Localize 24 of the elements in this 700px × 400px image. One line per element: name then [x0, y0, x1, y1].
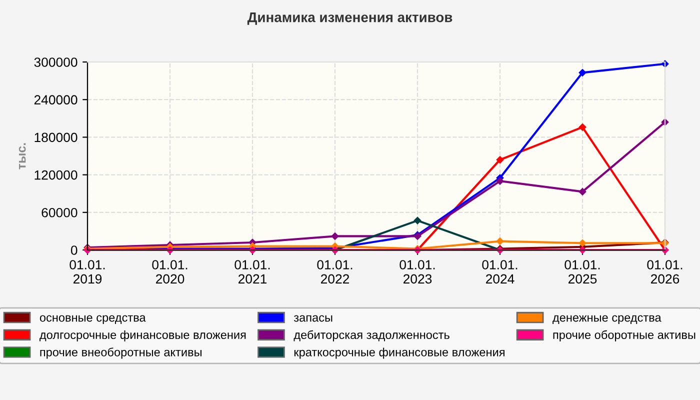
x-tick-label: 01.01. 2020 [152, 260, 188, 284]
legend-label: денежные средства [552, 315, 662, 324]
chart-title: Динамика изменения активов [247, 12, 452, 25]
legend-label: долгосрочные финансовые вложения [40, 330, 246, 342]
x-tick-label: 01.01. 2026 [647, 260, 682, 284]
legend-label: запасы [294, 315, 332, 322]
y-axis-title: тыс. [18, 143, 26, 170]
legend-label: основные средства [40, 315, 146, 324]
x-tick-label: 01.01. 2021 [234, 260, 270, 284]
y-tick-label: 0 [70, 246, 78, 255]
legend-label: дебиторская задолженность [294, 330, 450, 342]
y-tick-label: 60000 [42, 208, 78, 218]
x-tick-label: 01.01. 2022 [317, 260, 352, 284]
legend-label: прочие внеоборотные активы [40, 348, 202, 359]
legend-label: прочие оборотные активы [553, 330, 696, 342]
y-tick-label: 240000 [34, 95, 78, 105]
y-tick-label: 180000 [34, 132, 78, 142]
legend-label: краткосрочные финансовые вложения [294, 348, 504, 359]
y-tick-label: 120000 [34, 170, 78, 180]
x-tick-label: 01.01. 2025 [564, 260, 600, 284]
x-tick-label: 01.01. 2019 [70, 260, 105, 284]
y-tick-label: 300000 [34, 58, 78, 67]
x-tick-label: 01.01. 2023 [400, 260, 435, 284]
x-tick-label: 01.01. 2024 [482, 260, 518, 284]
